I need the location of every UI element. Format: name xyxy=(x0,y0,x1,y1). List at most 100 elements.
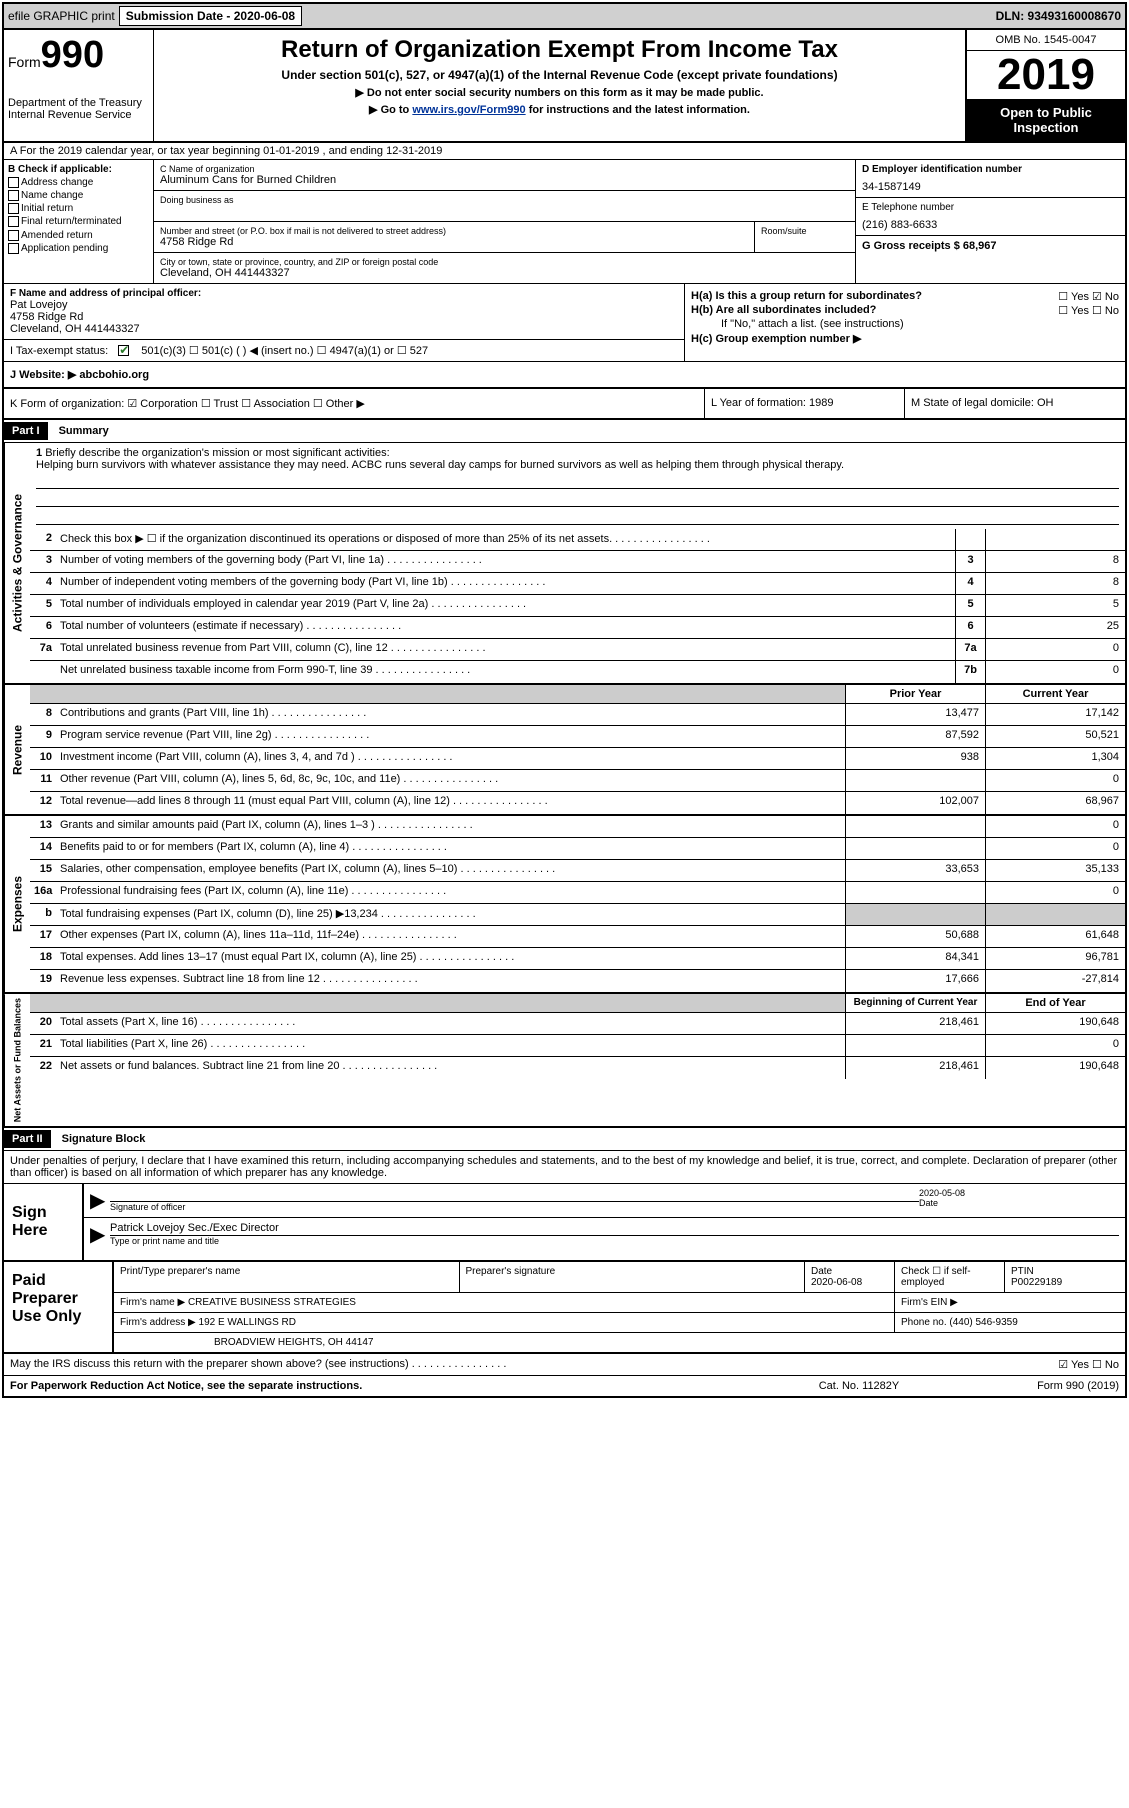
chk-amended[interactable]: Amended return xyxy=(8,230,149,241)
col-end-year: End of Year xyxy=(985,994,1125,1012)
data-line: bTotal fundraising expenses (Part IX, co… xyxy=(30,904,1125,926)
line1-num: 1 xyxy=(36,447,42,459)
phone-value: (216) 883-6633 xyxy=(862,219,1119,231)
sign-arrow-icon: ▶ xyxy=(90,1188,110,1213)
omb-number: OMB No. 1545-0047 xyxy=(967,30,1125,51)
prep-date-label: Date xyxy=(811,1266,832,1277)
pra-notice: For Paperwork Reduction Act Notice, see … xyxy=(10,1380,759,1392)
cat-no: Cat. No. 11282Y xyxy=(759,1380,959,1392)
c-name-label: C Name of organization xyxy=(160,164,849,174)
ha-label: H(a) Is this a group return for subordin… xyxy=(691,290,922,302)
l-year-formation: L Year of formation: 1989 xyxy=(705,389,905,418)
part1-title: Summary xyxy=(51,425,109,437)
officer-typed-name: Patrick Lovejoy Sec./Exec Director xyxy=(110,1222,1119,1236)
chk-501c3[interactable] xyxy=(118,345,129,356)
chk-initial-return[interactable]: Initial return xyxy=(8,203,149,214)
ptin-value: P00229189 xyxy=(1011,1277,1062,1288)
tax-status-opts: 501(c)(3) ☐ 501(c) ( ) ◀ (insert no.) ☐ … xyxy=(141,344,428,357)
section-f-h-i: F Name and address of principal officer:… xyxy=(4,284,1125,362)
open-public: Open to Public Inspection xyxy=(967,99,1125,141)
part2-title: Signature Block xyxy=(54,1133,146,1145)
form-label: Form xyxy=(8,54,41,70)
firm-addr-label: Firm's address ▶ xyxy=(120,1317,196,1328)
discuss-answer: ☑ Yes ☐ No xyxy=(1058,1358,1119,1371)
hc-label: H(c) Group exemption number ▶ xyxy=(691,333,861,345)
officer-addr2: Cleveland, OH 441443327 xyxy=(10,323,678,335)
sign-here-block: Sign Here ▶ Signature of officer 2020-05… xyxy=(4,1184,1125,1262)
addr-label: Number and street (or P.O. box if mail i… xyxy=(160,226,748,236)
col-current-year: Current Year xyxy=(985,685,1125,703)
chk-final-return[interactable]: Final return/terminated xyxy=(8,216,149,227)
chk-address-change[interactable]: Address change xyxy=(8,177,149,188)
sig-date-label: Date xyxy=(919,1198,938,1208)
dln: DLN: 93493160008670 xyxy=(996,9,1121,23)
city-state-zip: Cleveland, OH 441443327 xyxy=(160,267,849,279)
ptin-label: PTIN xyxy=(1011,1266,1034,1277)
data-line: 22Net assets or fund balances. Subtract … xyxy=(30,1057,1125,1079)
data-line: 19Revenue less expenses. Subtract line 1… xyxy=(30,970,1125,992)
data-line: 20Total assets (Part X, line 16)218,4611… xyxy=(30,1013,1125,1035)
website-value[interactable]: abcbohio.org xyxy=(79,369,149,381)
street-address: 4758 Ridge Rd xyxy=(160,236,748,248)
col-beginning: Beginning of Current Year xyxy=(845,994,985,1012)
officer-addr1: 4758 Ridge Rd xyxy=(10,311,678,323)
dba-label: Doing business as xyxy=(160,195,849,205)
ein-value: 34-1587149 xyxy=(862,181,1119,193)
submission-date: Submission Date - 2020-06-08 xyxy=(119,6,302,26)
signature-intro: Under penalties of perjury, I declare th… xyxy=(4,1151,1125,1184)
gov-line: 7aTotal unrelated business revenue from … xyxy=(30,639,1125,661)
ha-answer: ☐ Yes ☑ No xyxy=(1058,290,1119,303)
instruction-1: ▶ Do not enter social security numbers o… xyxy=(160,86,959,99)
part2-header: Part II Signature Block xyxy=(4,1128,1125,1151)
d-ein-label: D Employer identification number xyxy=(862,164,1119,175)
firm-city: BROADVIEW HEIGHTS, OH 44147 xyxy=(114,1333,1125,1352)
chk-name-change[interactable]: Name change xyxy=(8,190,149,201)
prep-date: 2020-06-08 xyxy=(811,1277,862,1288)
discuss-label: May the IRS discuss this return with the… xyxy=(10,1358,506,1370)
irs-link[interactable]: www.irs.gov/Form990 xyxy=(412,104,525,116)
block-b: B Check if applicable: Address change Na… xyxy=(4,160,1125,284)
topbar: efile GRAPHIC print Submission Date - 20… xyxy=(4,4,1125,30)
row-j: J Website: ▶ abcbohio.org xyxy=(4,362,1125,389)
gov-line: 2Check this box ▶ ☐ if the organization … xyxy=(30,529,1125,551)
sign-here-label: Sign Here xyxy=(4,1184,84,1260)
firm-name-label: Firm's name ▶ xyxy=(120,1297,185,1308)
expenses-section: Expenses 13Grants and similar amounts pa… xyxy=(4,816,1125,994)
data-line: 16aProfessional fundraising fees (Part I… xyxy=(30,882,1125,904)
data-line: 11Other revenue (Part VIII, column (A), … xyxy=(30,770,1125,792)
sig-officer-label: Signature of officer xyxy=(110,1202,185,1212)
g-gross-receipts: G Gross receipts $ 68,967 xyxy=(862,240,1119,252)
part1-badge: Part I xyxy=(4,422,48,440)
officer-name: Pat Lovejoy xyxy=(10,299,678,311)
inst2-post: for instructions and the latest informat… xyxy=(526,104,750,116)
chk-app-pending[interactable]: Application pending xyxy=(8,243,149,254)
m-state-domicile: M State of legal domicile: OH xyxy=(905,389,1125,418)
data-line: 18Total expenses. Add lines 13–17 (must … xyxy=(30,948,1125,970)
efile-label[interactable]: efile GRAPHIC print xyxy=(8,9,115,23)
data-line: 15Salaries, other compensation, employee… xyxy=(30,860,1125,882)
gov-line: 5Total number of individuals employed in… xyxy=(30,595,1125,617)
data-line: 21Total liabilities (Part X, line 26)0 xyxy=(30,1035,1125,1057)
preparer-name-label: Print/Type preparer's name xyxy=(114,1262,460,1292)
row-a-period: A For the 2019 calendar year, or tax yea… xyxy=(4,143,1125,160)
governance-section: Activities & Governance 1 Briefly descri… xyxy=(4,443,1125,685)
firm-addr: 192 E WALLINGS RD xyxy=(199,1317,296,1328)
part1-header: Part I Summary xyxy=(4,420,1125,443)
self-employed-chk[interactable]: Check ☐ if self-employed xyxy=(895,1262,1005,1292)
form-footer: Form 990 (2019) xyxy=(959,1380,1119,1392)
part2-badge: Part II xyxy=(4,1130,51,1148)
hb-label: H(b) Are all subordinates included? xyxy=(691,304,876,316)
side-expenses: Expenses xyxy=(4,816,30,992)
data-line: 9Program service revenue (Part VIII, lin… xyxy=(30,726,1125,748)
revenue-section: Revenue Prior Year Current Year 8Contrib… xyxy=(4,685,1125,816)
side-governance: Activities & Governance xyxy=(4,443,30,683)
form-number: 990 xyxy=(41,34,104,76)
firm-name: CREATIVE BUSINESS STRATEGIES xyxy=(188,1297,356,1308)
instruction-2: ▶ Go to www.irs.gov/Form990 for instruct… xyxy=(160,103,959,116)
line1-label: Briefly describe the organization's miss… xyxy=(45,447,389,459)
row-k: K Form of organization: ☑ Corporation ☐ … xyxy=(4,389,1125,420)
typed-name-label: Type or print name and title xyxy=(110,1236,219,1246)
data-line: 17Other expenses (Part IX, column (A), l… xyxy=(30,926,1125,948)
netassets-section: Net Assets or Fund Balances Beginning of… xyxy=(4,994,1125,1128)
org-name: Aluminum Cans for Burned Children xyxy=(160,174,849,186)
